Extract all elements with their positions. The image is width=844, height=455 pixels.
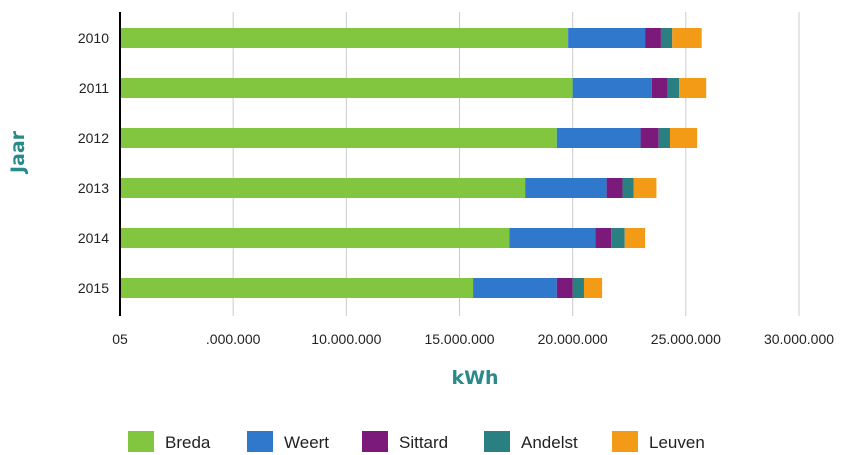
- bar-weert-2014: [509, 228, 596, 248]
- legend-swatch-breda: [128, 431, 154, 452]
- y-tick-label: 2012: [78, 130, 109, 146]
- bar-breda-2014: [120, 228, 510, 248]
- x-tick-label: 25.000.000: [651, 331, 721, 347]
- legend-label-breda: Breda: [165, 433, 211, 452]
- y-tick-label: 2010: [78, 30, 109, 46]
- y-tick-label: 2014: [78, 230, 109, 246]
- x-tick-label: 30.000.000: [764, 331, 834, 347]
- legend-swatch-andelst: [484, 431, 510, 452]
- bar-weert-2015: [473, 278, 557, 298]
- x-tick-label: 10.000.000: [311, 331, 381, 347]
- bar-andelst-2015: [572, 278, 584, 298]
- bar-andelst-2011: [667, 78, 680, 98]
- y-axis-title: Jaar: [7, 130, 29, 175]
- y-tick-label: 2015: [78, 280, 109, 296]
- x-tick-label: .000.000: [206, 331, 261, 347]
- x-axis-title: kWh: [451, 367, 498, 389]
- y-tick-labels: 2010 2011 2012 2013 2014 2015: [78, 30, 109, 296]
- bar-breda-2013: [120, 178, 526, 198]
- x-tick-label: 05: [112, 331, 128, 347]
- y-tick-label: 2013: [78, 180, 109, 196]
- x-tick-label: 20.000.000: [538, 331, 608, 347]
- bar-breda-2012: [120, 128, 557, 148]
- bar-weert-2013: [525, 178, 607, 198]
- bar-andelst-2010: [660, 28, 673, 48]
- legend-label-andelst: Andelst: [521, 433, 578, 452]
- bar-leuven-2011: [679, 78, 707, 98]
- bar-weert-2012: [556, 128, 641, 148]
- x-tick-labels: 05 .000.000 10.000.000 15.000.000 20.000.000…: [112, 331, 834, 347]
- bar-sittard-2011: [651, 78, 668, 98]
- y-tick-label: 2011: [79, 80, 109, 96]
- legend-swatch-weert: [247, 431, 273, 452]
- bar-leuven-2010: [672, 28, 702, 48]
- bar-leuven-2014: [624, 228, 646, 248]
- bar-breda-2015: [120, 278, 474, 298]
- bar-sittard-2012: [640, 128, 659, 148]
- bar-andelst-2014: [611, 228, 625, 248]
- x-tick-label: 15.000.000: [424, 331, 494, 347]
- legend-label-leuven: Leuven: [649, 433, 705, 452]
- bar-leuven-2013: [633, 178, 657, 198]
- legend: Breda Weert Sittard Andelst Leuven: [128, 431, 705, 452]
- bar-weert-2010: [568, 28, 646, 48]
- legend-label-weert: Weert: [284, 433, 329, 452]
- bar-breda-2011: [120, 78, 573, 98]
- bar-sittard-2010: [645, 28, 661, 48]
- bar-sittard-2013: [606, 178, 623, 198]
- bar-andelst-2013: [622, 178, 634, 198]
- gridlines: [232, 12, 800, 316]
- bars: [120, 28, 707, 298]
- bar-leuven-2012: [669, 128, 698, 148]
- bar-andelst-2012: [658, 128, 670, 148]
- bar-sittard-2015: [556, 278, 573, 298]
- bar-leuven-2015: [583, 278, 603, 298]
- legend-label-sittard: Sittard: [399, 433, 448, 452]
- bar-breda-2010: [120, 28, 569, 48]
- bar-sittard-2014: [595, 228, 612, 248]
- bar-weert-2011: [572, 78, 652, 98]
- legend-swatch-sittard: [362, 431, 388, 452]
- legend-swatch-leuven: [612, 431, 638, 452]
